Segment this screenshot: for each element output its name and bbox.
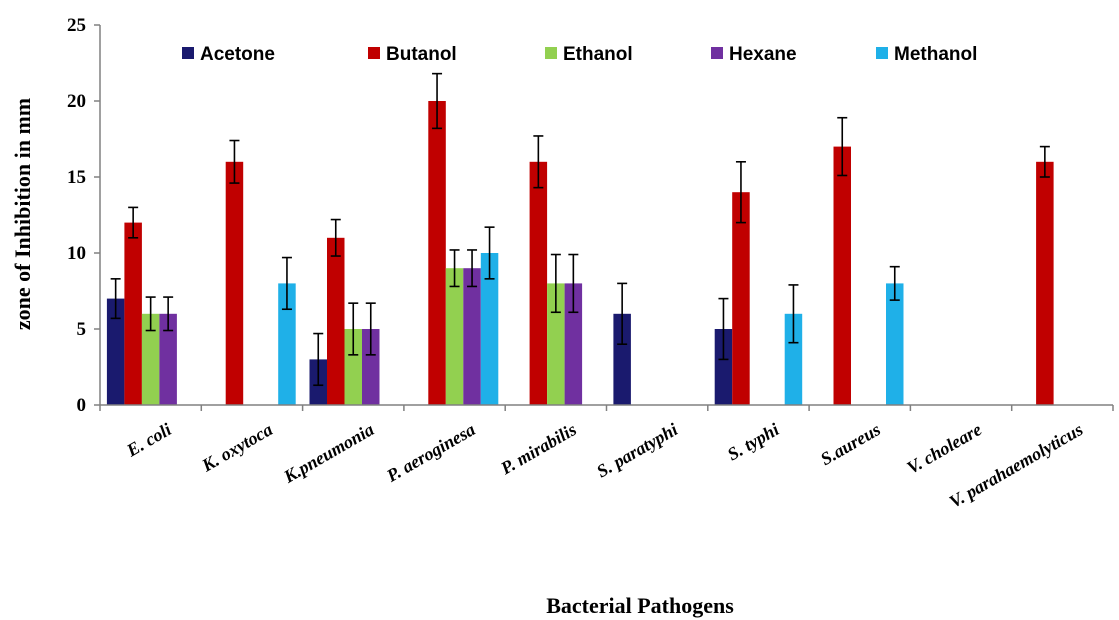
bar-butanol [732,192,750,405]
bar-butanol [225,161,244,405]
bar-methanol [480,253,499,405]
legend-label: Hexane [729,44,797,65]
error-bar [484,226,495,280]
bar-butanol [428,101,446,405]
bar-ethanol [344,329,362,405]
legend-label: Methanol [894,44,977,65]
y-tick-label: 5 [77,319,87,340]
legend-swatch [876,47,888,59]
error-bar [449,249,460,288]
legend-item-acetone: Acetone [182,44,275,65]
bar-ethanol [445,268,464,405]
error-bar [163,296,174,332]
bar-methanol [278,283,296,405]
error-bar [467,249,478,288]
bar-butanol [833,146,851,405]
y-tick-label: 15 [67,167,86,188]
error-bar [348,302,359,356]
legend-swatch [711,47,723,59]
bar-hexane [564,283,583,405]
error-bar [718,297,729,361]
y-tick-label: 10 [67,243,86,264]
legend-label: Ethanol [563,44,633,65]
y-tick-label: 25 [67,15,86,36]
legend-label: Butanol [386,44,457,65]
x-ticks: E. coli K. oxytoca K.pneumonia P. aerogines… [99,405,1114,512]
legend-swatch [368,47,380,59]
error-bar [788,284,799,344]
bar-acetone [613,313,631,405]
category-label: S.aureus [817,419,884,469]
bar-hexane [463,268,481,405]
legend-swatch [182,47,194,59]
category-label: K.pneumonia [279,419,377,487]
x-axis-title: Bacterial Pathogens [546,593,734,618]
legend-item-hexane: Hexane [711,44,797,65]
category-label: P. mirabilis [496,419,579,479]
category-label: E. coli [122,419,174,461]
error-bar [735,161,746,224]
error-bar [533,135,544,189]
legend-label: Acetone [200,44,275,65]
error-bar [110,278,121,320]
bar-methanol [886,283,904,405]
error-bar [1039,145,1050,178]
error-bar [568,253,579,314]
bar-butanol [124,222,142,405]
error-bar [128,206,139,239]
legend-swatch [545,47,557,59]
error-bar [617,282,628,346]
legend-item-ethanol: Ethanol [545,44,633,65]
bars [106,72,1054,405]
axes [99,25,1113,406]
category-label: S. typhi [724,419,783,464]
y-axis-title: zone of Inhibition in mm [10,98,35,330]
category-label: P. aeroginesa [382,419,478,486]
bar-butanol [1036,161,1054,405]
error-bar [365,302,376,356]
error-bar [550,253,561,314]
bar-acetone [714,329,733,405]
bar-hexane [159,313,177,405]
legend: Acetone Butanol Ethanol Hexane Methanol [182,44,977,65]
category-label: K. oxytoca [197,419,275,476]
error-bar [330,218,341,257]
bar-butanol [529,161,548,405]
error-bar [889,265,900,301]
error-bar [145,296,156,332]
bar-ethanol [547,283,565,405]
bar-butanol [327,237,345,405]
legend-item-butanol: Butanol [368,44,457,65]
error-bar [837,116,848,177]
y-ticks: 0 5 10 15 20 25 [67,15,100,416]
bar-hexane [362,329,380,405]
legend-item-methanol: Methanol [876,44,977,65]
error-bar [313,332,324,387]
bar-acetone [106,298,125,405]
category-label: S. paratyphi [593,419,681,481]
error-bar [229,139,240,184]
category-label: V. choleare [903,419,985,478]
y-tick-label: 0 [77,395,87,416]
y-tick-label: 20 [67,91,86,112]
error-bar [432,72,443,130]
bar-ethanol [141,313,160,405]
error-bar [281,256,292,311]
bar-methanol [784,313,803,405]
